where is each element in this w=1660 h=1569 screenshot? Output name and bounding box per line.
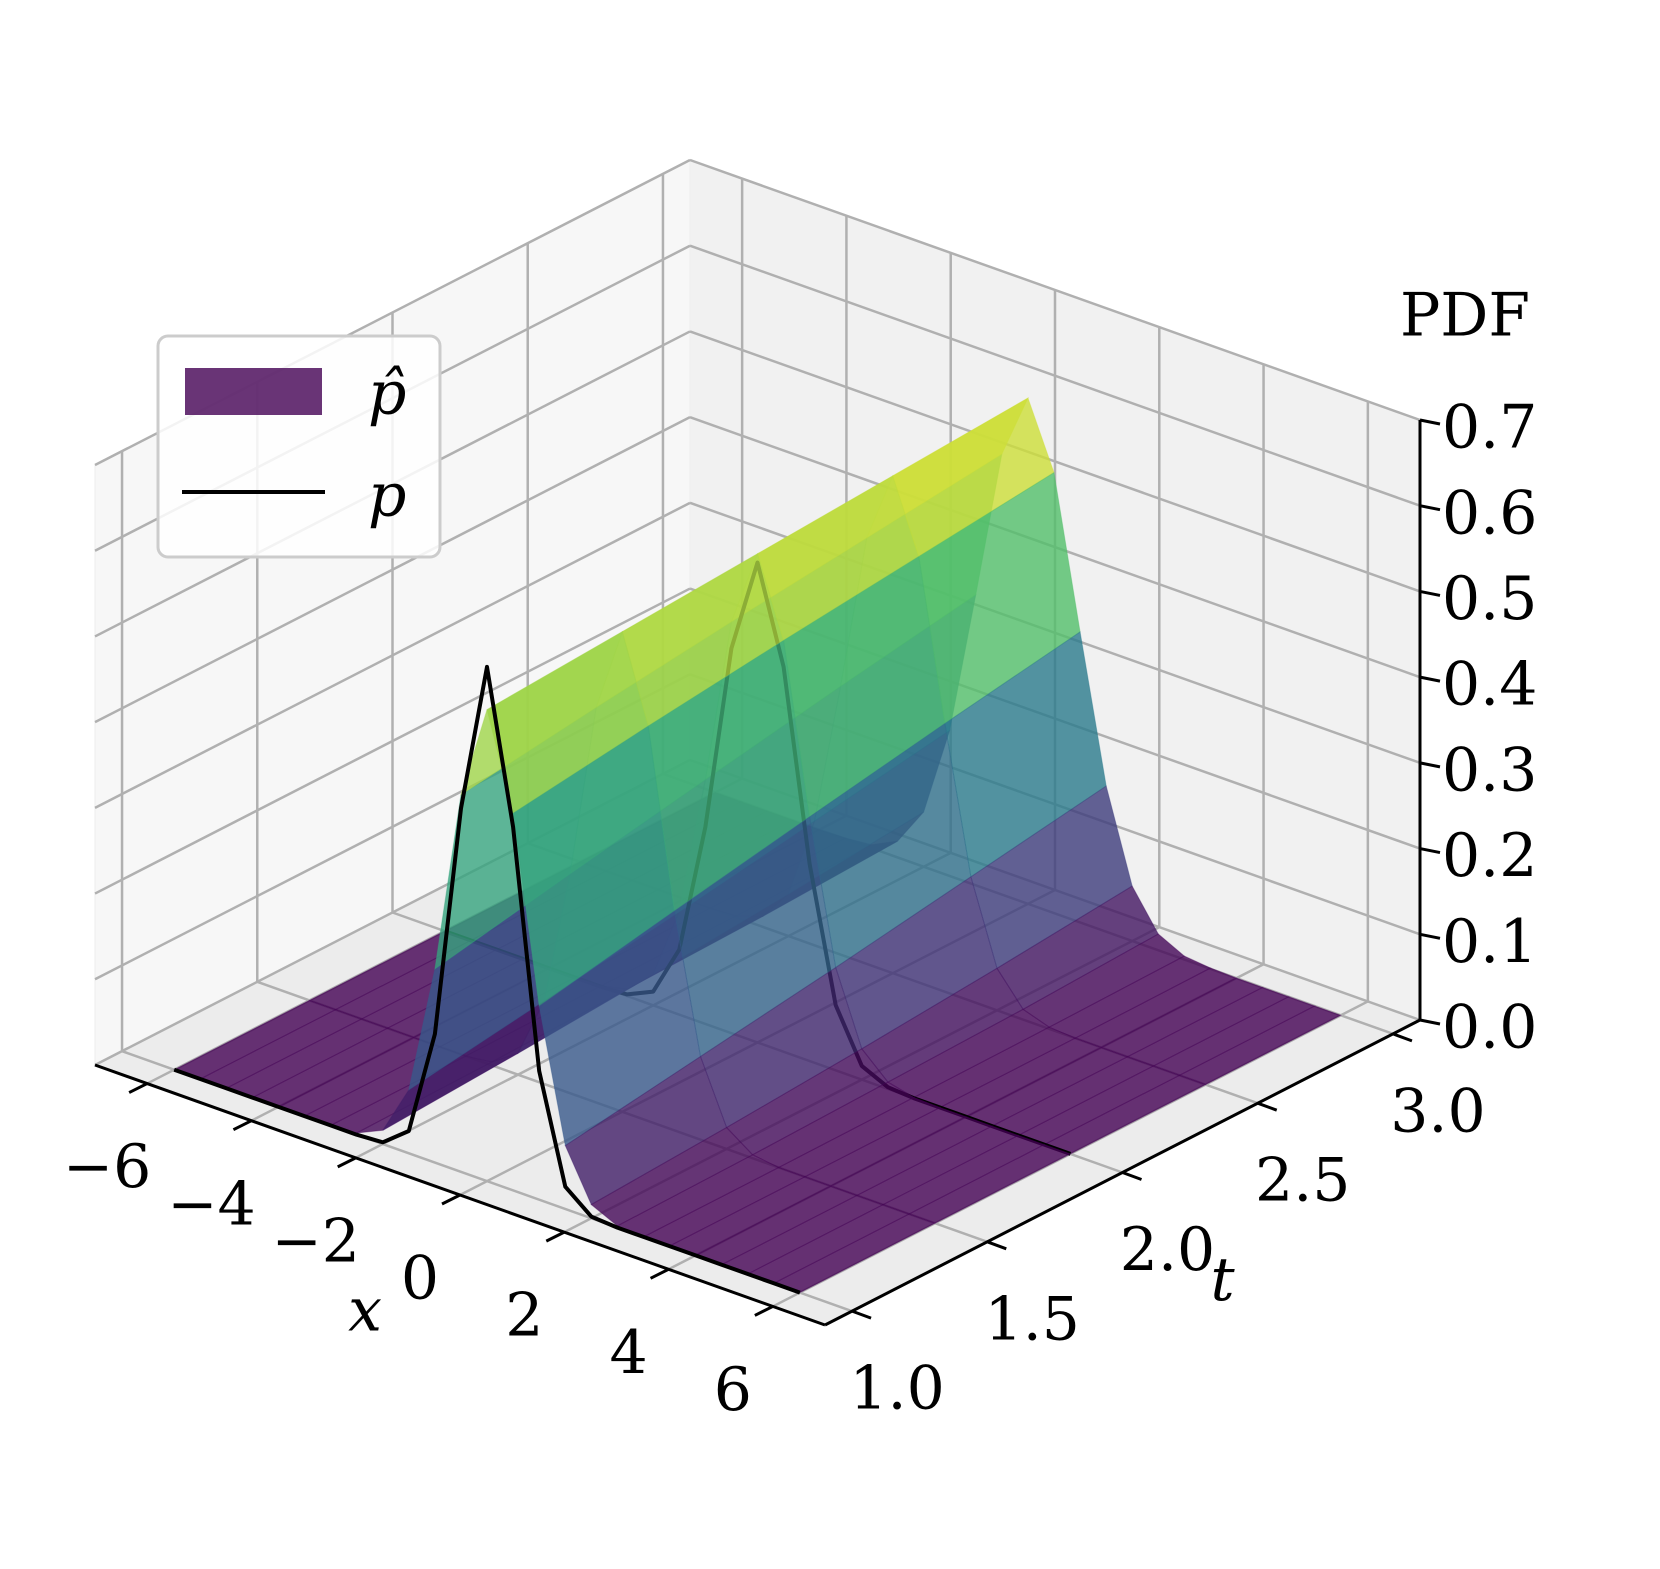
t-tick (1257, 1101, 1278, 1112)
x-tick (649, 1267, 670, 1280)
t-tick-label: 1.0 (849, 1354, 944, 1424)
x-tick-label: 0 (401, 1244, 439, 1314)
z-tick (1419, 761, 1441, 769)
surface-face (1178, 1005, 1343, 1086)
x-tick (232, 1119, 253, 1132)
z-tick-label: 0.0 (1442, 993, 1537, 1063)
z-tick-label: 0.1 (1442, 907, 1537, 977)
z-tick-label: 0.6 (1442, 478, 1537, 548)
x-tick (337, 1156, 357, 1169)
t-tick-label: 1.5 (985, 1284, 1080, 1354)
z-tick (1419, 1018, 1441, 1026)
z-tick (1419, 932, 1441, 940)
z-tick (1419, 589, 1441, 597)
legend-patch (185, 368, 322, 415)
z-axis-label: PDF (1400, 281, 1530, 351)
legend-label: p̂ (368, 359, 406, 429)
plot-area (172, 396, 1343, 1295)
grid-line (689, 244, 1421, 507)
t-tick-label: 2.0 (1120, 1215, 1215, 1285)
x-axis-label: x (348, 1276, 382, 1346)
z-tick-label: 0.4 (1442, 650, 1537, 720)
t-tick (1392, 1032, 1413, 1043)
grid-line (689, 158, 1421, 422)
x-tick (754, 1305, 774, 1317)
t-tick (986, 1240, 1007, 1251)
z-tick (1419, 504, 1441, 512)
x-tick (128, 1082, 148, 1094)
x-tick-label: −2 (271, 1206, 359, 1276)
x-tick (441, 1193, 461, 1206)
x-tick-label: −6 (63, 1132, 151, 1202)
z-tick-label: 0.3 (1442, 735, 1537, 805)
t-axis-label: t (1210, 1245, 1235, 1315)
z-tick (1419, 418, 1441, 426)
z-tick-label: 0.2 (1442, 821, 1537, 891)
grid-line (94, 501, 691, 809)
x-tick-label: −4 (167, 1169, 255, 1239)
x-tick-label: 4 (609, 1318, 647, 1388)
legend-label: p (368, 461, 406, 531)
z-tick-label: 0.5 (1442, 564, 1537, 634)
t-tick (1121, 1171, 1143, 1181)
grid-line (94, 416, 691, 724)
x-tick (545, 1230, 565, 1243)
z-tick-label: 0.7 (1442, 393, 1537, 463)
t-tick (851, 1309, 872, 1320)
grid-line (94, 587, 691, 895)
x-tick-label: 2 (505, 1281, 543, 1351)
z-tick (1419, 675, 1441, 683)
grid-line (689, 330, 1421, 593)
pdf-line (173, 664, 801, 1295)
t-tick-label: 2.5 (1255, 1146, 1350, 1216)
z-tick (1419, 847, 1441, 855)
x-tick-label: 6 (714, 1355, 752, 1425)
t-tick-label: 3.0 (1390, 1076, 1485, 1146)
legend: p̂ p (156, 334, 442, 559)
